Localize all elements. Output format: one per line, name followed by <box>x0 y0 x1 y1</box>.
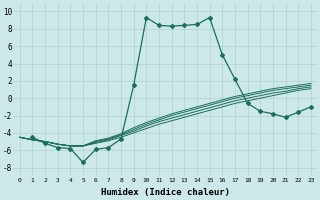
X-axis label: Humidex (Indice chaleur): Humidex (Indice chaleur) <box>101 188 230 197</box>
